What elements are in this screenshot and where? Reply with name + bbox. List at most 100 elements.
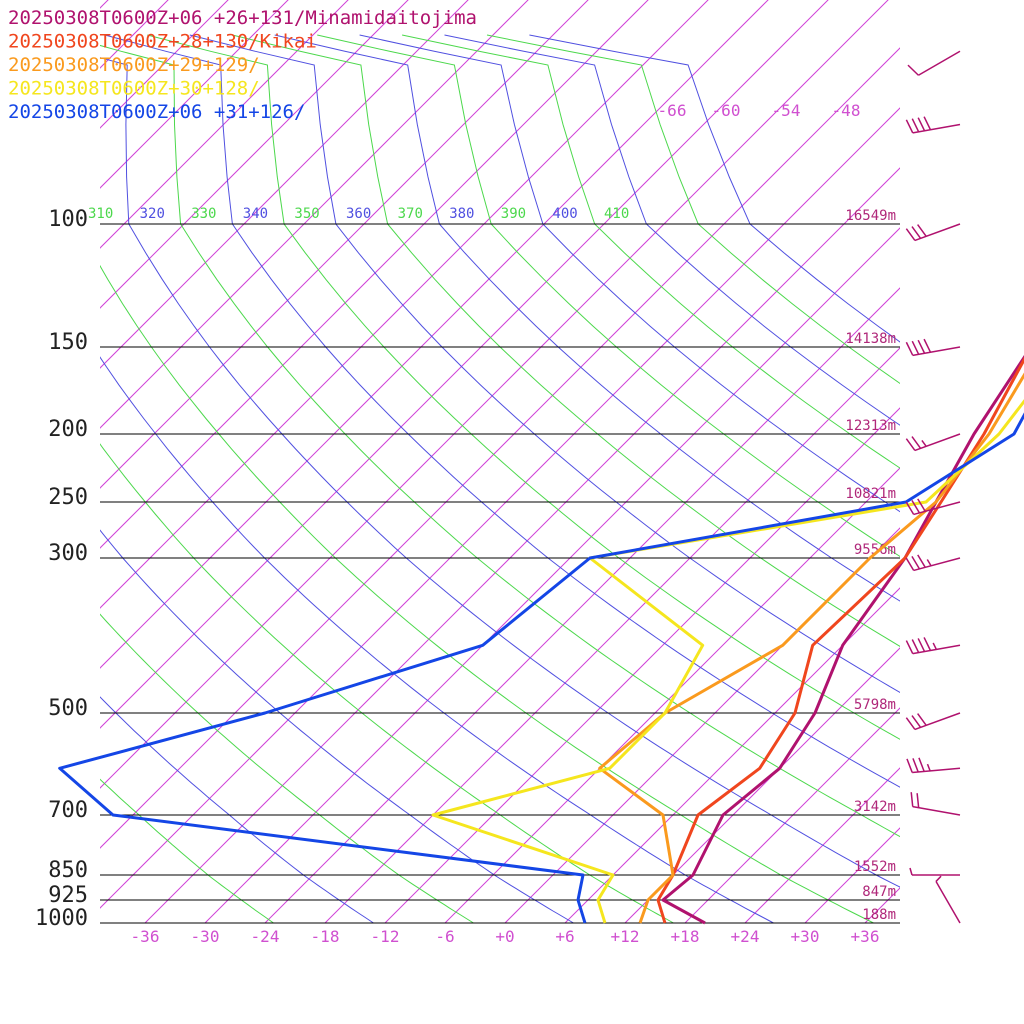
temperature-tick-label: -30: [191, 927, 220, 946]
height-label: 1552m: [854, 859, 896, 875]
theta-line: [401, 34, 900, 469]
isotherm-line: [100, 0, 769, 669]
wind-barb: [905, 433, 961, 452]
wind-barb: [909, 867, 960, 876]
isotherm-line: [100, 0, 109, 9]
isotherm-line: [100, 0, 529, 429]
isotherm-line: [100, 0, 889, 789]
temperature-tick-label: +0: [495, 927, 514, 946]
theta-line: [100, 696, 374, 924]
isotherm-line: [100, 47, 900, 849]
theta-line: [100, 529, 574, 924]
isotherm-line: [144, 167, 900, 924]
temperature-tick-label: -36: [131, 927, 160, 946]
isotherm-line: [100, 0, 589, 489]
theta-labels: 310 320 330 340 350 360 370 380 390 400 410: [88, 206, 629, 222]
temperature-tick-label: +30: [791, 927, 820, 946]
upper-temperature-label: -54: [772, 101, 801, 120]
pressure-label: 850: [48, 858, 88, 883]
theta-line: [317, 34, 900, 558]
temperature-profile-line: [58, 412, 1024, 924]
theta-label: 340: [243, 206, 268, 222]
theta-lines: [100, 34, 900, 924]
isotherm-line: [100, 0, 409, 309]
temperature-tick-label: +24: [731, 927, 760, 946]
isotherm-line: [100, 0, 469, 369]
temperature-tick-label: -24: [251, 927, 280, 946]
pressure-label: 1000: [35, 906, 88, 931]
isotherm-line: [925, 0, 1024, 923]
theta-line: [104, 34, 900, 788]
wind-barb: [907, 50, 961, 76]
pressure-label: 250: [48, 485, 88, 510]
pressure-label: 300: [48, 541, 88, 566]
theta-line: [274, 34, 900, 602]
theta-line: [100, 778, 274, 924]
legend-entry: 20250308T0600Z+30+128/: [8, 78, 260, 100]
height-label: 847m: [862, 884, 896, 900]
isotherm-line: [264, 287, 900, 924]
isotherm-line: [100, 0, 829, 729]
legend-entry: 20250308T0600Z+06 +31+126/: [8, 101, 305, 123]
wind-barb: [905, 637, 961, 655]
upper-temperature-label: -66: [658, 101, 687, 120]
pressure-label: 100: [48, 207, 88, 232]
isotherm-line: [0, 0, 65, 923]
theta-label: 350: [294, 206, 319, 222]
theta-label: 400: [552, 206, 577, 222]
legend-entry: 20250308T0600Z+28+130/Kikai: [8, 31, 317, 53]
upper-temperature-labels: -66 -60 -54 -48: [658, 101, 861, 120]
isotherm-line: [100, 0, 649, 549]
legend-entry: 20250308T0600Z+06 +26+131/Minamidaitojim…: [8, 7, 477, 29]
temperature-tick-label: +12: [611, 927, 640, 946]
isotherm-line: [864, 887, 900, 924]
isotherm-line: [444, 467, 900, 924]
isotherm-line: [204, 227, 900, 924]
wind-barbs: [905, 50, 961, 924]
wind-barb: [905, 116, 961, 134]
isotherm-line: [100, 0, 709, 609]
height-label: 16549m: [845, 208, 896, 224]
theta-label: 380: [449, 206, 474, 222]
theta-line: [147, 34, 900, 740]
theta-line: [100, 443, 674, 924]
wind-barb: [905, 498, 961, 516]
theta-line: [189, 34, 900, 693]
temperature-tick-label: +6: [555, 927, 574, 946]
upper-temperature-label: -60: [712, 101, 741, 120]
pressure-label: 700: [48, 798, 88, 823]
theta-label: 320: [140, 206, 165, 222]
upper-temperature-label: -48: [832, 101, 861, 120]
isotherm-line: [504, 527, 900, 924]
temperature-profile-line: [656, 356, 1024, 924]
wind-barb: [910, 792, 961, 816]
temperature-tick-label: -12: [371, 927, 400, 946]
temperature-tick-label: -18: [311, 927, 340, 946]
temperature-tick-label: +36: [851, 927, 880, 946]
pressure-label: 150: [48, 330, 88, 355]
wind-barb: [905, 554, 961, 572]
isobar-lines: 100 16549m 150 14138m 200 12313m 250 10821m 300 9…: [35, 207, 900, 931]
theta-line: [100, 57, 900, 888]
pressure-label: 925: [48, 883, 88, 908]
wind-barb: [935, 875, 961, 924]
isotherm-line: [985, 0, 1024, 923]
pressure-label: 200: [48, 417, 88, 442]
height-label: 14138m: [845, 331, 896, 347]
temperature-tick-label: +18: [671, 927, 700, 946]
temperature-profiles: [58, 354, 1024, 925]
height-label: 3142m: [854, 799, 896, 815]
isotherm-line: [100, 0, 229, 129]
height-label: 188m: [862, 907, 896, 923]
isotherm-lines: [0, 0, 1024, 924]
x-axis-tick-labels: -36 -30 -24 -18 -12 -6 +0 +6 +12 +18 +24 +30 +36: [131, 927, 880, 946]
height-label: 10821m: [845, 486, 896, 502]
theta-label: 360: [346, 206, 371, 222]
isotherm-line: [684, 707, 900, 924]
isotherm-line: [324, 347, 900, 924]
theta-line: [100, 44, 900, 838]
theta-label: 390: [501, 206, 526, 222]
height-label: 5798m: [854, 697, 896, 713]
isotherm-line: [100, 0, 349, 249]
